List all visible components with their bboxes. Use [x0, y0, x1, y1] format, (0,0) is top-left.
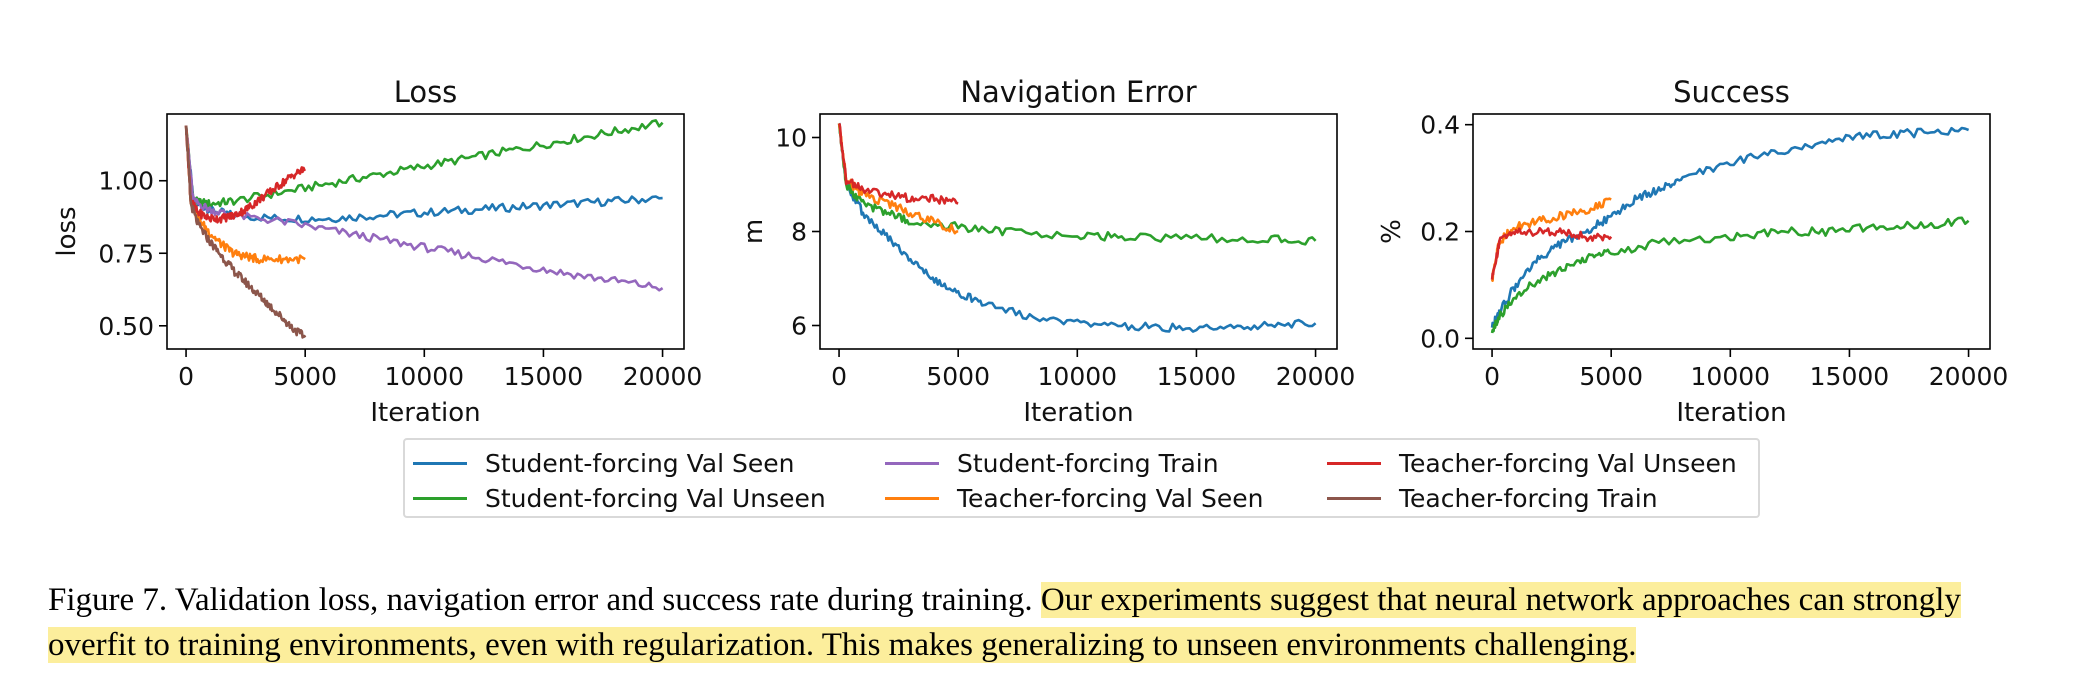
- y-tick-label: 0.2: [1420, 218, 1460, 247]
- y-tick-label: 0.50: [98, 312, 154, 341]
- legend-item: Student-forcing Val Seen: [413, 446, 794, 480]
- legend-label: Student-forcing Val Unseen: [485, 483, 826, 513]
- x-tick-label: 5000: [926, 362, 990, 391]
- x-axis-label: Iteration: [1023, 398, 1133, 428]
- legend-label: Teacher-forcing Val Unseen: [1399, 448, 1737, 478]
- series-line: [184, 125, 664, 292]
- chart-title: Navigation Error: [960, 75, 1196, 109]
- series-line: [838, 122, 1317, 333]
- legend-label: Teacher-forcing Train: [1399, 483, 1658, 513]
- legend-swatch: [1327, 496, 1381, 500]
- figure-caption: Figure 7. Validation loss, navigation er…: [48, 578, 2038, 668]
- series-line: [184, 125, 306, 265]
- series-line: [184, 125, 307, 339]
- y-tick-label: 0.75: [98, 239, 154, 268]
- x-tick-label: 20000: [623, 362, 703, 391]
- legend-swatch: [885, 496, 939, 500]
- legend-label: Teacher-forcing Val Seen: [957, 483, 1264, 513]
- legend-item: Teacher-forcing Val Seen: [885, 481, 1263, 515]
- x-tick-label: 20000: [1929, 362, 2009, 391]
- series-line: [1490, 226, 1613, 280]
- x-tick-label: 0: [831, 362, 847, 391]
- chart-title: Success: [1673, 75, 1790, 109]
- x-tick-label: 10000: [1691, 362, 1771, 391]
- legend-item: Teacher-forcing Train: [1327, 481, 1658, 515]
- y-axis-label: %: [1377, 219, 1407, 244]
- y-tick-label: 6: [791, 312, 807, 341]
- legend-label: Student-forcing Val Seen: [485, 448, 795, 478]
- x-axis-label: Iteration: [370, 398, 480, 428]
- legend-swatch: [413, 461, 467, 465]
- series-line: [1490, 126, 1970, 328]
- caption-text: Figure 7. Validation loss, navigation er…: [48, 582, 1041, 618]
- plot-frame: [166, 113, 685, 350]
- x-tick-label: 5000: [1579, 362, 1643, 391]
- x-tick-label: 15000: [1810, 362, 1890, 391]
- series-line: [837, 123, 959, 235]
- plot-frame: [1472, 113, 1991, 350]
- y-tick-label: 8: [791, 218, 807, 247]
- legend: Student-forcing Val Seen Student-forcing…: [403, 438, 1760, 518]
- x-tick-label: 10000: [385, 362, 465, 391]
- legend-label: Student-forcing Train: [957, 448, 1219, 478]
- legend-item: Student-forcing Train: [885, 446, 1219, 480]
- legend-swatch: [1327, 461, 1381, 465]
- legend-item: Student-forcing Val Unseen: [413, 481, 826, 515]
- x-tick-label: 5000: [273, 362, 337, 391]
- x-axis-label: Iteration: [1676, 398, 1786, 428]
- y-tick-label: 0.0: [1420, 324, 1460, 353]
- series-line: [837, 122, 959, 205]
- y-axis-label: m: [739, 219, 769, 244]
- chart-title: Loss: [394, 75, 458, 109]
- y-tick-label: 1.00: [98, 167, 154, 196]
- plot-frame: [819, 113, 1338, 350]
- y-axis-label: loss: [52, 206, 82, 256]
- series-line: [837, 123, 1317, 246]
- series-line: [184, 119, 664, 208]
- x-tick-label: 20000: [1276, 362, 1356, 391]
- x-tick-label: 0: [1484, 362, 1500, 391]
- legend-swatch: [885, 461, 939, 465]
- series-line: [184, 125, 307, 224]
- x-tick-label: 15000: [1157, 362, 1237, 391]
- series-line: [184, 125, 663, 224]
- legend-swatch: [413, 496, 467, 500]
- x-tick-label: 10000: [1038, 362, 1118, 391]
- x-tick-label: 15000: [504, 362, 584, 391]
- series-line: [1490, 216, 1970, 334]
- charts-figure: Loss 0 5000 10000 15000 20000 0.50 0.75 1.00 Iter…: [52, 75, 2009, 428]
- y-tick-label: 10: [775, 124, 807, 153]
- legend-item: Teacher-forcing Val Unseen: [1327, 446, 1737, 480]
- y-tick-label: 0.4: [1420, 111, 1460, 140]
- x-tick-label: 0: [178, 362, 194, 391]
